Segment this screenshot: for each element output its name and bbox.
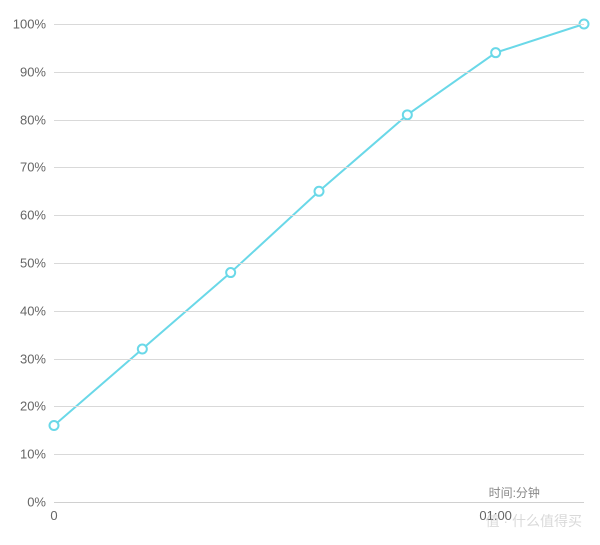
- series-line: [54, 24, 584, 426]
- y-tick-label: 70%: [20, 160, 46, 175]
- y-tick-label: 40%: [20, 303, 46, 318]
- y-tick-label: 60%: [20, 208, 46, 223]
- y-tick-label: 20%: [20, 399, 46, 414]
- grid-line-horizontal: [54, 72, 584, 73]
- grid-line-horizontal: [54, 454, 584, 455]
- x-tick-label: 01:00: [479, 508, 512, 523]
- grid-line-horizontal: [54, 263, 584, 264]
- grid-line-horizontal: [54, 359, 584, 360]
- y-tick-label: 90%: [20, 64, 46, 79]
- series-marker: [315, 187, 324, 196]
- series-marker: [138, 345, 147, 354]
- chart-container: 0%10%20%30%40%50%60%70%80%90%100%001:00 …: [0, 0, 600, 545]
- x-axis-label: 时间:分钟: [489, 484, 540, 501]
- x-tick-label: 0: [50, 508, 57, 523]
- grid-line-horizontal: [54, 406, 584, 407]
- grid-line-horizontal: [54, 167, 584, 168]
- series-marker: [226, 268, 235, 277]
- grid-line-horizontal: [54, 215, 584, 216]
- y-tick-label: 100%: [13, 17, 46, 32]
- series-marker: [403, 110, 412, 119]
- y-tick-label: 50%: [20, 256, 46, 271]
- y-tick-label: 80%: [20, 112, 46, 127]
- plot-area: 0%10%20%30%40%50%60%70%80%90%100%001:00: [54, 24, 584, 502]
- series-marker: [491, 48, 500, 57]
- y-tick-label: 30%: [20, 351, 46, 366]
- y-tick-label: 0%: [27, 495, 46, 510]
- grid-line-horizontal: [54, 502, 584, 503]
- grid-line-horizontal: [54, 311, 584, 312]
- series-marker: [50, 421, 59, 430]
- grid-line-horizontal: [54, 120, 584, 121]
- grid-line-horizontal: [54, 24, 584, 25]
- y-tick-label: 10%: [20, 447, 46, 462]
